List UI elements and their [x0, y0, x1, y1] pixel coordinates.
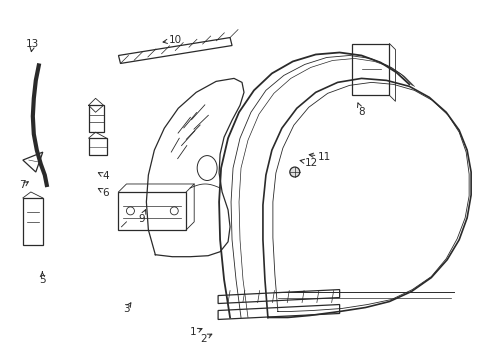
Text: 5: 5 — [39, 272, 45, 285]
Text: 4: 4 — [98, 171, 109, 181]
Text: 12: 12 — [300, 158, 318, 168]
Text: 2: 2 — [200, 333, 211, 343]
Text: 1: 1 — [190, 327, 202, 337]
Text: 11: 11 — [308, 152, 331, 162]
Text: 6: 6 — [98, 188, 109, 198]
Text: 13: 13 — [26, 40, 39, 51]
Text: 9: 9 — [138, 210, 145, 224]
Text: 10: 10 — [163, 35, 182, 45]
Text: 8: 8 — [357, 103, 364, 117]
Circle shape — [289, 167, 299, 177]
Text: 7: 7 — [20, 180, 28, 190]
Text: 3: 3 — [123, 303, 131, 314]
